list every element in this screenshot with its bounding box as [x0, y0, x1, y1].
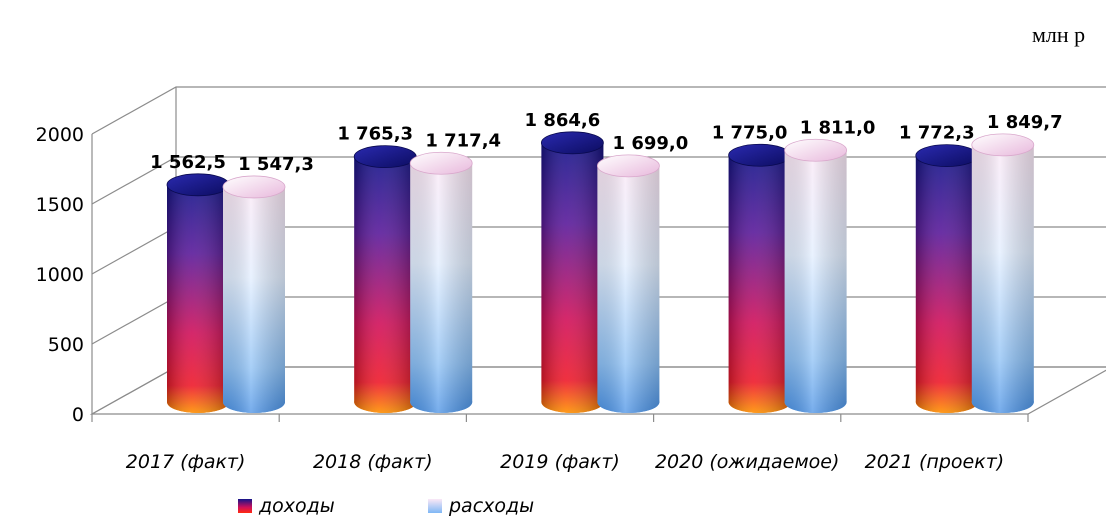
y-tick-label: 0 [72, 404, 84, 426]
gridlines [89, 86, 1106, 422]
legend-swatch-income [238, 499, 252, 513]
bar-expense-shading [971, 144, 1034, 413]
bar-income-cap [915, 144, 979, 168]
x-category-label: 2020 (ожидаемое) [655, 451, 839, 473]
data-label-expense: 1 811,0 [800, 117, 876, 138]
bar-income-shading [728, 155, 791, 413]
x-category-label: 2021 (проект) [865, 451, 1005, 473]
bar-expense-cap [409, 151, 473, 175]
bar-income-cap [353, 145, 417, 169]
legend: доходы расходы [238, 495, 534, 517]
data-label-income: 1 772,3 [899, 123, 975, 144]
data-label-income: 1 775,0 [712, 122, 788, 143]
bar-income-shading [541, 142, 604, 413]
legend-label-expense: расходы [448, 495, 534, 517]
bar-expense-cap [971, 133, 1035, 157]
bar-expense-shading [597, 165, 660, 413]
bar-expense-cap [222, 175, 286, 199]
bar-income-shading [354, 156, 417, 414]
data-labels: 1 562,5 1 547,3 1 765,3 1 717,4 1 864,6 1 699… [150, 110, 1063, 175]
bar-income-shading [167, 184, 229, 413]
bar-expense-shading [410, 163, 473, 413]
bar-income-cap [728, 143, 791, 167]
gridline [91, 86, 1106, 135]
floor-plane [89, 366, 1106, 415]
x-axis-labels: 2017 (факт) 2018 (факт) 2019 (факт) 2020 (о… [126, 451, 1004, 473]
x-category-label: 2019 (факт) [500, 451, 620, 473]
x-category-label: 2017 (факт) [126, 451, 246, 473]
data-label-income: 1 864,6 [525, 110, 601, 131]
legend-label-income: доходы [258, 495, 335, 517]
legend-swatch-expense [428, 499, 442, 513]
bar-expense-shading [223, 186, 285, 413]
data-label-expense: 1 849,7 [987, 112, 1063, 133]
bar-expense-shading [784, 150, 847, 413]
bar-income-cap [166, 173, 230, 197]
data-label-income: 1 765,3 [337, 124, 413, 145]
bar-income-shading [915, 155, 978, 413]
unit-label: млн р [1032, 22, 1085, 47]
data-label-income: 1 562,5 [150, 152, 226, 173]
y-tick-label: 500 [48, 334, 84, 356]
data-label-expense: 1 699,0 [613, 133, 689, 154]
data-label-expense: 1 717,4 [425, 130, 501, 151]
bar-income-cap [541, 131, 604, 155]
bar-expense-cap [597, 154, 660, 178]
data-label-expense: 1 547,3 [238, 154, 314, 175]
bars [166, 131, 1035, 414]
bar-expense-cap [784, 138, 847, 162]
y-tick-label: 2000 [36, 124, 84, 146]
y-tick-label: 1500 [36, 194, 84, 216]
y-axis-ticks: 0 500 1000 1500 2000 [36, 124, 84, 426]
x-category-label: 2018 (факт) [313, 451, 433, 473]
y-tick-label: 1000 [36, 264, 84, 286]
